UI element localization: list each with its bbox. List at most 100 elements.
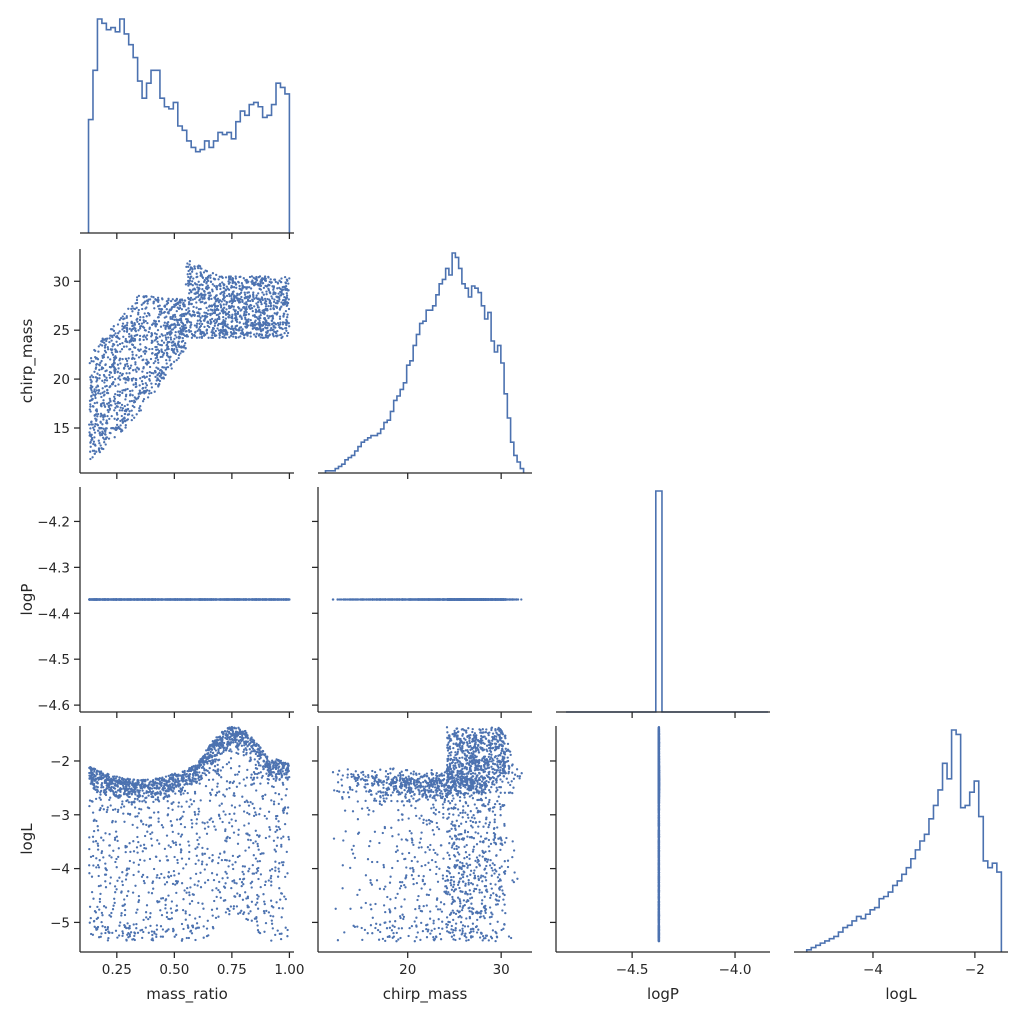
scatter-point — [200, 335, 203, 338]
scatter-point — [190, 332, 194, 336]
scatter-point — [252, 333, 256, 336]
scatter-point — [163, 598, 166, 601]
scatter-point — [109, 431, 112, 435]
scatter-point — [186, 312, 189, 315]
scatter-point — [108, 417, 111, 421]
scatter-point — [169, 338, 173, 341]
scatter-point — [99, 426, 102, 430]
scatter-point — [251, 309, 254, 313]
scatter-point — [264, 305, 268, 308]
scatter-point — [256, 304, 259, 307]
scatter-point — [179, 352, 182, 355]
scatter-point — [273, 312, 276, 315]
scatter-point — [142, 366, 145, 369]
scatter-point — [154, 370, 157, 373]
scatter-point — [276, 329, 279, 333]
scatter-point — [139, 348, 142, 351]
scatter-point — [280, 336, 283, 340]
scatter-point — [286, 334, 289, 337]
scatter-point — [99, 415, 102, 418]
scatter-point — [200, 273, 203, 277]
scatter-point — [245, 303, 249, 306]
scatter-point — [285, 292, 288, 295]
scatter-point — [163, 305, 166, 308]
scatter-point — [217, 329, 221, 332]
scatter-point — [175, 348, 179, 351]
scatter-point — [89, 376, 92, 379]
scatter-point — [144, 336, 147, 339]
scatter-point — [182, 350, 185, 353]
scatter-point — [275, 331, 278, 335]
scatter-point — [213, 296, 216, 299]
scatter-point — [188, 288, 191, 292]
scatter-point — [176, 301, 179, 304]
scatter-point — [128, 335, 131, 338]
scatter-point — [88, 361, 91, 365]
scatter-point — [205, 277, 209, 280]
scatter-point — [283, 296, 286, 299]
scatter-point — [117, 367, 120, 370]
scatter-point — [287, 307, 291, 311]
scatter-point — [137, 311, 140, 314]
scatter-point — [103, 413, 106, 416]
scatter-point — [200, 322, 204, 326]
scatter-point — [126, 403, 129, 406]
scatter-point — [184, 342, 187, 345]
scatter-point — [137, 348, 140, 351]
scatter-point — [91, 423, 94, 426]
scatter-point — [214, 329, 217, 333]
scatter-point — [238, 287, 241, 290]
scatter-point — [125, 345, 128, 348]
scatter-point — [266, 314, 269, 317]
scatter-point — [93, 348, 96, 352]
scatter-point — [158, 349, 161, 353]
scatter-point — [219, 306, 223, 309]
scatter-point — [89, 457, 92, 461]
hist-chirp_mass — [324, 252, 525, 473]
scatter-point — [135, 598, 138, 601]
scatter-point — [148, 370, 151, 374]
scatter-point — [228, 294, 231, 298]
scatter-point — [139, 377, 142, 380]
scatter-point — [185, 598, 189, 601]
scatter-point — [106, 348, 110, 351]
scatter-point — [144, 382, 147, 385]
scatter-point — [153, 332, 157, 335]
scatter-point — [188, 292, 191, 295]
scatter-point — [195, 306, 198, 309]
scatter-point — [143, 389, 146, 393]
scatter-point — [195, 301, 198, 304]
scatter-point — [157, 320, 161, 323]
scatter-point — [197, 264, 200, 267]
scatter-point — [121, 391, 124, 395]
scatter-point — [281, 303, 285, 306]
scatter-point — [187, 598, 191, 601]
scatter-point — [165, 362, 168, 365]
scatter-point — [212, 320, 216, 323]
scatter-point — [138, 384, 141, 387]
scatter-point — [126, 387, 129, 391]
scatter-point — [179, 327, 182, 330]
scatter-point — [264, 284, 267, 288]
scatter-point — [268, 298, 271, 301]
scatter-point — [143, 334, 146, 337]
scatter-point — [173, 313, 177, 317]
scatter-point — [224, 320, 227, 323]
scatter-point — [172, 598, 175, 601]
scatter-point — [158, 313, 162, 316]
scatter-point — [105, 379, 109, 382]
scatter-point — [206, 321, 209, 324]
scatter-point — [110, 404, 113, 407]
scatter-point — [124, 398, 127, 401]
scatter-point — [286, 316, 289, 319]
scatter-point — [91, 398, 94, 401]
scatter-point — [95, 410, 99, 413]
scatter-point — [215, 298, 219, 301]
scatter-point — [121, 357, 124, 361]
scatter-point — [211, 334, 214, 337]
scatter-point — [213, 332, 216, 335]
scatter-point — [106, 408, 109, 412]
scatter-point — [170, 348, 173, 352]
scatter-point — [95, 362, 99, 366]
hist-step-line — [87, 18, 291, 233]
